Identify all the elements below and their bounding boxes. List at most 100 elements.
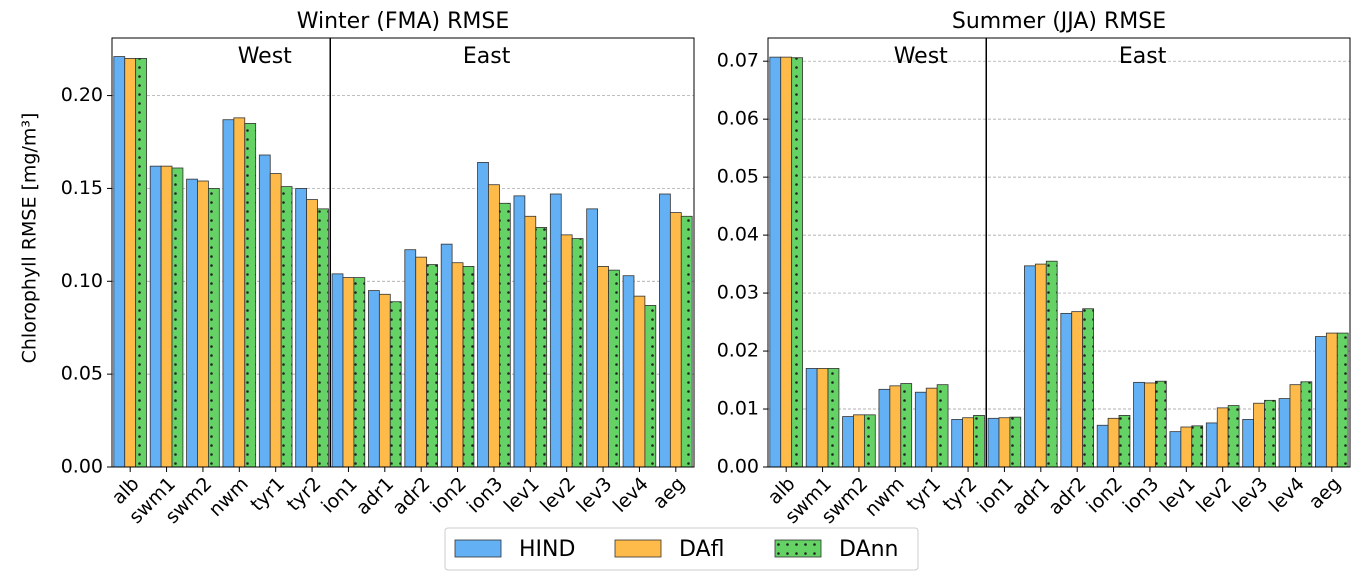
bar	[816, 368, 829, 468]
legend-label: HIND	[519, 537, 575, 562]
bar	[331, 273, 344, 468]
bar-hatch	[973, 415, 985, 467]
x-tick-label: nwm	[861, 473, 909, 521]
bar-hatch	[1300, 381, 1312, 467]
bar	[633, 295, 646, 468]
bar	[1133, 381, 1145, 468]
bar	[160, 165, 173, 468]
bar-hatch	[535, 227, 547, 467]
x-tick-label: lev1	[1156, 473, 1200, 517]
legend-swatch	[454, 539, 502, 558]
y-tick-label: 0.15	[61, 177, 103, 199]
bar	[1205, 422, 1218, 468]
bar-hatch	[608, 270, 620, 467]
bar	[1180, 426, 1193, 468]
bar	[853, 414, 865, 468]
bar	[124, 58, 137, 468]
y-tick-label: 0.07	[717, 50, 759, 72]
region-label: West	[894, 44, 948, 69]
axes-frame	[767, 37, 1351, 468]
bar-hatch	[135, 58, 147, 468]
y-tick-label: 0.00	[61, 456, 103, 478]
bar	[889, 385, 902, 468]
bar	[805, 368, 818, 468]
bar	[951, 419, 964, 468]
bar	[1216, 407, 1229, 468]
y-tick-label: 0.10	[61, 270, 103, 292]
region-label: East	[463, 44, 511, 69]
bar-hatch	[1046, 261, 1058, 467]
y-tick-label: 0.01	[717, 398, 759, 420]
bar	[987, 417, 1000, 468]
y-tick-label: 0.02	[717, 340, 759, 362]
bar	[1060, 312, 1073, 468]
bar	[295, 188, 308, 468]
x-tick-label: lev4	[1265, 473, 1309, 517]
bar	[404, 249, 417, 468]
bar-hatch	[1228, 405, 1240, 467]
bar	[669, 212, 682, 468]
bar	[440, 243, 453, 468]
bar	[513, 195, 526, 468]
x-tick-label: tyr1	[902, 473, 945, 516]
bar	[560, 234, 573, 468]
x-tick-label: tyr2	[939, 473, 982, 516]
y-tick-label: 0.05	[717, 166, 759, 188]
bar-hatch	[390, 301, 402, 467]
bar	[1071, 311, 1084, 468]
x-tick-label: ion3	[463, 473, 508, 518]
y-tick-label: 0.00	[717, 456, 759, 478]
bar	[149, 165, 162, 468]
bar	[233, 117, 246, 468]
bar	[1096, 424, 1109, 468]
y-axis-label: Chlorophyll RMSE [mg/m³]	[19, 113, 41, 364]
y-tick-label: 0.04	[717, 224, 759, 246]
bar	[998, 417, 1011, 468]
bar	[306, 199, 318, 468]
bar-hatch	[426, 264, 438, 467]
region-label: West	[238, 44, 292, 69]
x-tick-label: ion2	[426, 473, 471, 518]
bar	[488, 184, 500, 468]
x-tick-label: lev1	[500, 473, 544, 517]
bar-hatch	[1119, 415, 1130, 467]
bar	[962, 417, 974, 468]
x-tick-label: adr2	[388, 473, 434, 519]
bar	[113, 56, 126, 468]
bar-hatch	[1337, 333, 1349, 467]
x-tick-label: adr1	[352, 473, 398, 519]
bar	[1315, 336, 1327, 468]
bar-hatch	[828, 368, 839, 467]
x-tick-label: ion3	[1119, 473, 1164, 518]
bar-hatch	[681, 216, 693, 467]
legend-label: DAnn	[839, 537, 899, 562]
bar	[1169, 431, 1182, 468]
bar	[1107, 417, 1120, 468]
bar	[1034, 263, 1047, 468]
legend-box	[444, 527, 919, 571]
bar-hatch	[864, 414, 876, 467]
bar-hatch	[1191, 425, 1203, 467]
y-tick-label: 0.05	[61, 363, 103, 385]
bar-hatch	[463, 266, 474, 467]
bar	[878, 388, 891, 468]
bar-hatch	[317, 208, 329, 467]
bar	[1289, 384, 1302, 468]
bar-hatch	[172, 168, 183, 467]
bar-hatch	[791, 57, 803, 467]
bar-hatch	[644, 305, 656, 467]
legend-label: DAfl	[679, 537, 724, 562]
bar	[477, 162, 489, 468]
bar	[378, 293, 391, 468]
bar-hatch	[1264, 400, 1276, 467]
bar	[186, 178, 198, 468]
x-tick-label: aeg	[649, 473, 690, 514]
bar	[549, 193, 562, 468]
y-tick-label: 0.06	[717, 108, 759, 130]
bar	[222, 119, 235, 468]
bar	[597, 266, 609, 468]
bar	[780, 56, 793, 468]
bar	[1278, 398, 1291, 468]
bar	[197, 180, 209, 468]
